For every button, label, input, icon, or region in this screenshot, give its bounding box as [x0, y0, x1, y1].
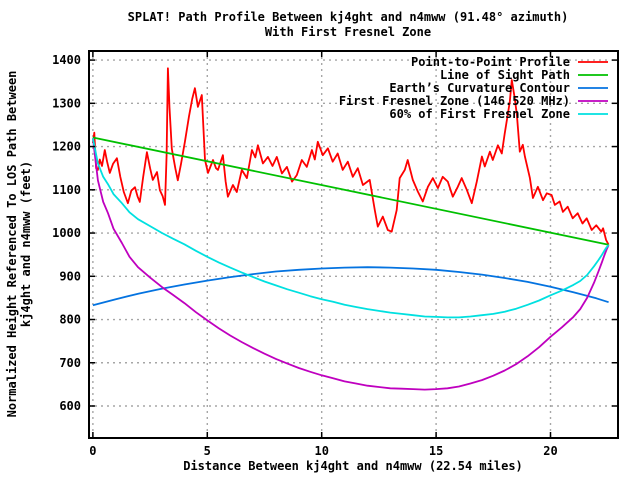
chart-title-line2: With First Fresnel Zone	[265, 25, 431, 39]
y-tick-label-800: 800	[59, 313, 81, 327]
x-tick-label-0: 0	[89, 444, 96, 458]
y-axis-label-line1: Normalized Height Referenced To LOS Path…	[5, 71, 19, 418]
y-tick-label-1100: 1100	[52, 183, 81, 197]
x-axis-label: Distance Between kj4ght and n4mww (22.54…	[183, 459, 523, 473]
plot-frame	[88, 50, 619, 439]
y-tick-label-1400: 1400	[52, 53, 81, 67]
plot-border	[88, 50, 619, 439]
tick-labels: 600 700 800 900 1000 1100 1200 1300 1400 0 5 10 15 20	[52, 53, 558, 458]
y-tick-label-700: 700	[59, 356, 81, 370]
series-earth-curvature	[92, 266, 609, 307]
legend-label-los: Line of Sight Path	[440, 68, 570, 82]
chart-title-line1: SPLAT! Path Profile Between kj4ght and n…	[128, 10, 569, 24]
y-tick-label-900: 900	[59, 269, 81, 283]
x-tick-label-15: 15	[429, 444, 443, 458]
series-los	[92, 136, 609, 246]
y-tick-label-1000: 1000	[52, 226, 81, 240]
legend-label-earth-curvature: Earth’s Curvature Contour	[389, 81, 570, 95]
legend-label-profile: Point-to-Point Profile	[411, 55, 570, 69]
series-lines	[92, 67, 610, 391]
y-tick-label-1200: 1200	[52, 140, 81, 154]
x-tick-label-5: 5	[204, 444, 211, 458]
y-tick-label-1300: 1300	[52, 96, 81, 110]
legend-label-fresnel: First Fresnel Zone (146.520 MHz)	[339, 94, 570, 108]
gridlines	[89, 51, 618, 438]
series-fresnel60	[92, 138, 610, 319]
y-axis-label-line2: kj4ght and n4mww (feet)	[19, 161, 33, 327]
y-tick-label-600: 600	[59, 399, 81, 413]
legend-label-fresnel60: 60% of First Fresnel Zone	[389, 107, 570, 121]
series-fresnel	[92, 138, 610, 391]
series-profile	[92, 67, 610, 246]
x-tick-label-10: 10	[314, 444, 328, 458]
x-tick-label-20: 20	[543, 444, 557, 458]
